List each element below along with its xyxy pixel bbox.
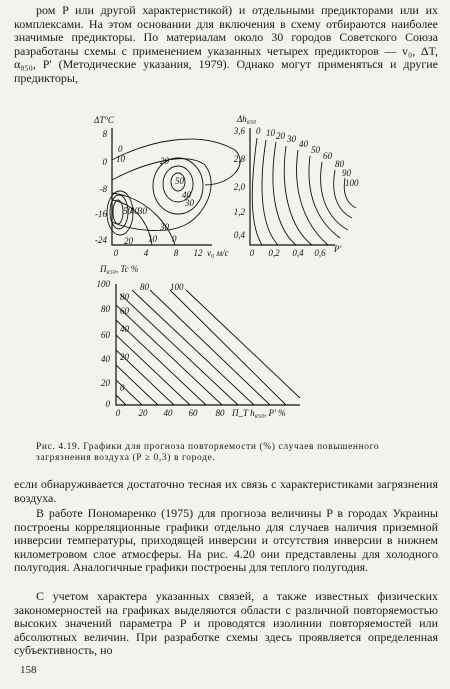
- contour-label: 30: [184, 198, 195, 208]
- contour: [109, 194, 129, 230]
- x-tick-label: 8: [174, 248, 179, 258]
- y-tick-label: 2,0: [234, 182, 246, 192]
- x-axis-label: P': [333, 244, 342, 254]
- contour: [272, 141, 297, 246]
- panel-b: Δh₈₅₀ 3,6 2,8 2,0 1,2 0,4 0 0,2 0,4 0,6 …: [233, 114, 359, 258]
- contour-label: 80: [120, 292, 130, 302]
- x-tick-label: 0: [116, 408, 121, 418]
- contour-label: 100: [345, 178, 359, 188]
- contour-label: 100: [170, 282, 184, 292]
- y-axis-label: Δh₈₅₀: [236, 114, 256, 124]
- contour-label: 40: [299, 139, 309, 149]
- panel-a: ΔT°C 8 0 -8 -16 -24 0 4 8 12 v₀ м/с 0 10…: [93, 115, 241, 258]
- contour-label: 40: [120, 324, 130, 334]
- contour-label: 80: [140, 282, 150, 292]
- contour-label: 20: [124, 236, 134, 246]
- y-tick-label: 20: [101, 378, 111, 388]
- y-axis-label: Π₈₅₀, Tc %: [99, 264, 138, 274]
- contour: [283, 145, 313, 246]
- contour-label: 60: [323, 151, 333, 161]
- x-tick-label: 20: [139, 408, 149, 418]
- y-tick-label: 8: [103, 129, 108, 139]
- y-tick-label: 0,4: [234, 230, 246, 240]
- contour-label: 0: [118, 144, 123, 154]
- contour-label: 30: [159, 222, 170, 232]
- axes: [115, 284, 300, 406]
- paragraph: В работе Пономаренко (1975) для прогноза…: [14, 506, 438, 575]
- figure-caption: Рис. 4.19. Графики для прогноза повторяе…: [36, 442, 380, 463]
- isolines: [115, 289, 301, 406]
- panel-c: Π₈₅₀, Tc % 100 80 60 40 20 0 0 20 40 60 …: [97, 264, 301, 418]
- contour: [106, 190, 134, 236]
- x-tick-label: 0: [250, 248, 255, 258]
- axes: [111, 128, 212, 246]
- contour-label: 50: [123, 206, 133, 216]
- contour-label: 20: [120, 352, 130, 362]
- y-tick-label: 0: [106, 399, 111, 409]
- contour-label: 20: [160, 156, 170, 166]
- x-tick-label: 0,2: [268, 248, 280, 258]
- y-tick-label: 0: [103, 157, 108, 167]
- contour-label: 0: [172, 234, 177, 244]
- axes: [249, 128, 335, 246]
- contour-label: 80: [335, 159, 345, 169]
- top-paragraph: ром P или другой характеристикой) и отде…: [14, 3, 438, 85]
- contour-label: 30: [137, 206, 148, 216]
- contour-label: 0: [120, 383, 125, 393]
- contour: [333, 169, 353, 219]
- contour: [320, 161, 349, 231]
- contour-label: 10: [148, 234, 158, 244]
- contour: [308, 155, 341, 239]
- contour: [111, 158, 212, 231]
- y-tick-label: 100: [97, 279, 111, 289]
- contour: [251, 137, 263, 246]
- y-tick-label: 80: [101, 304, 111, 314]
- contour-label: 30: [286, 134, 297, 144]
- contour-label: 90: [342, 168, 352, 178]
- contour: [111, 138, 241, 186]
- contour: [162, 165, 194, 203]
- contour-label: 0: [256, 126, 261, 136]
- y-tick-label: -8: [100, 184, 108, 194]
- x-tick-label: 40: [164, 408, 174, 418]
- x-tick-label: 80: [216, 408, 226, 418]
- figure: ΔT°C 8 0 -8 -16 -24 0 4 8 12 v₀ м/с 0 10…: [93, 114, 359, 418]
- contour-label: 40: [130, 206, 140, 216]
- page-number: 158: [20, 664, 37, 676]
- paragraph: С учетом характера указанных связей, а т…: [14, 589, 438, 658]
- contour-label: 10: [116, 154, 126, 164]
- contour: [343, 177, 357, 209]
- contour: [296, 149, 329, 246]
- contour: [261, 139, 279, 246]
- x-axis-label: v₀ м/с: [207, 248, 229, 258]
- x-tick-label: 4: [144, 248, 149, 258]
- y-axis-label: ΔT°C: [93, 115, 115, 125]
- x-tick-label: 0,4: [292, 248, 304, 258]
- contour: [112, 199, 124, 225]
- contour-label: 10: [266, 128, 276, 138]
- x-tick-label: 60: [189, 408, 199, 418]
- contour-label: 20: [276, 131, 286, 141]
- y-tick-label: 40: [101, 354, 111, 364]
- contour-label: 60: [120, 306, 130, 316]
- y-tick-label: 3,6: [233, 126, 246, 136]
- contour-label: 50: [311, 145, 321, 155]
- y-tick-label: 60: [101, 330, 111, 340]
- y-tick-label: 2,8: [234, 154, 246, 164]
- paragraph: если обнаруживается достаточно тесная их…: [14, 477, 438, 505]
- y-tick-label: -24: [95, 235, 107, 245]
- y-tick-label: 1,2: [234, 207, 246, 217]
- x-tick-label: 0,6: [314, 248, 326, 258]
- contour-label: 50: [175, 176, 185, 186]
- y-tick-label: -16: [95, 209, 107, 219]
- contour: [170, 172, 186, 192]
- contour-label: 40: [182, 190, 192, 200]
- x-tick-label: 12: [194, 248, 204, 258]
- contour: [152, 157, 204, 215]
- x-axis-label: Π_T h₈₅₀, P' %: [231, 408, 286, 418]
- x-tick-label: 0: [114, 248, 119, 258]
- contour: [111, 192, 176, 246]
- contour: [111, 199, 153, 246]
